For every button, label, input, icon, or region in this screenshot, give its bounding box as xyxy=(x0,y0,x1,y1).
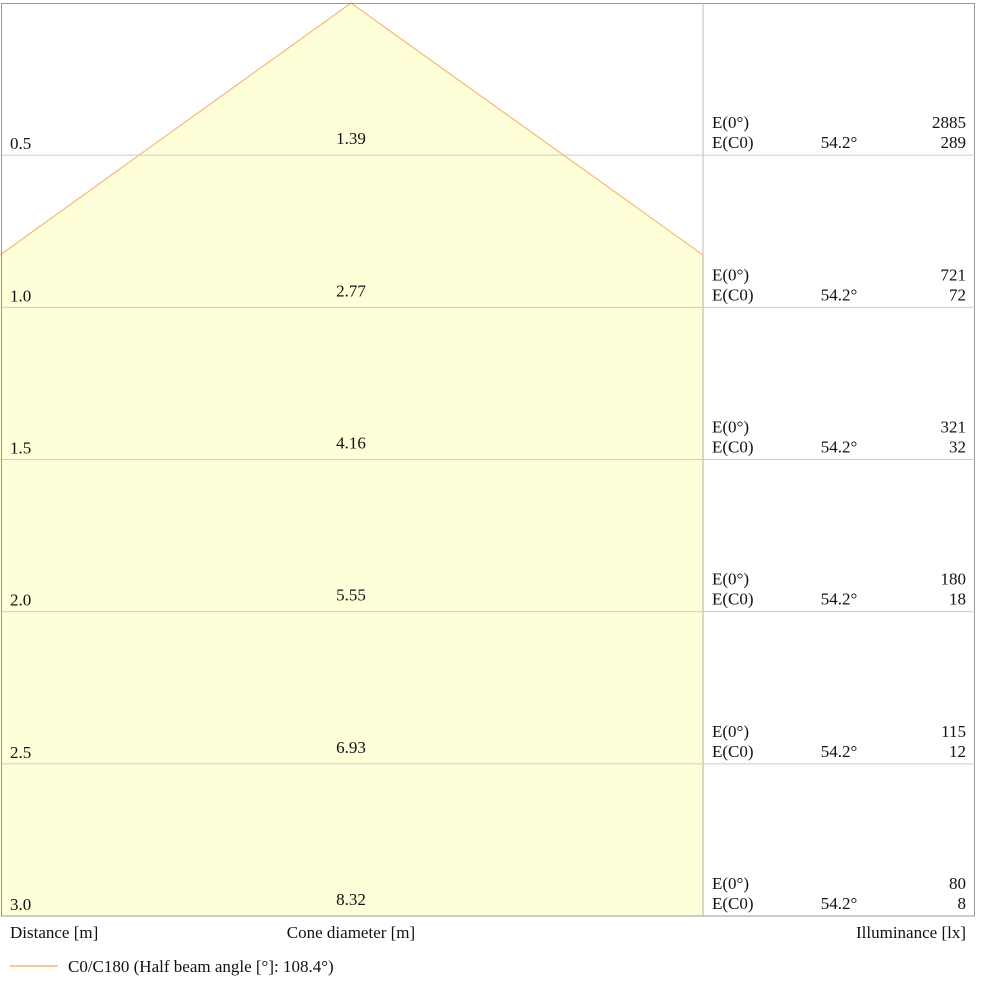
e0-label: E(0°) xyxy=(712,874,749,893)
cone-diameter: 1.39 xyxy=(336,129,366,148)
distance: 1.0 xyxy=(10,286,31,305)
distance: 2.0 xyxy=(10,591,31,610)
e0-value: 321 xyxy=(941,418,967,437)
cone-diameter: 6.93 xyxy=(336,738,366,757)
e0-value: 80 xyxy=(949,874,966,893)
diameter-label: Cone diameter [m] xyxy=(287,923,415,942)
distance: 1.5 xyxy=(10,439,31,458)
distance: 0.5 xyxy=(10,134,31,153)
e0-value: 180 xyxy=(941,570,967,589)
ec0-label: E(C0) xyxy=(712,438,754,457)
ec0-label: E(C0) xyxy=(712,590,754,609)
ec0-label: E(C0) xyxy=(712,133,754,152)
ec0-value: 289 xyxy=(941,133,967,152)
ec0-value: 12 xyxy=(949,742,966,761)
distance: 3.0 xyxy=(10,895,31,914)
ec0-label: E(C0) xyxy=(712,285,754,304)
angle: 54.2° xyxy=(821,285,858,304)
angle: 54.2° xyxy=(821,133,858,152)
cone-diameter: 4.16 xyxy=(336,434,366,453)
e0-value: 721 xyxy=(941,265,967,284)
legend-label: C0/C180 (Half beam angle [°]: 108.4°) xyxy=(68,957,334,976)
ec0-value: 18 xyxy=(949,590,966,609)
illuminance-label: Illuminance [lx] xyxy=(856,923,966,942)
ec0-value: 72 xyxy=(949,285,966,304)
cone-diameter: 2.77 xyxy=(336,281,366,300)
e0-label: E(0°) xyxy=(712,570,749,589)
ec0-value: 8 xyxy=(958,894,967,913)
e0-label: E(0°) xyxy=(712,113,749,132)
e0-label: E(0°) xyxy=(712,418,749,437)
angle: 54.2° xyxy=(821,894,858,913)
e0-value: 115 xyxy=(941,722,966,741)
e0-value: 2885 xyxy=(932,113,966,132)
cone-diameter: 8.32 xyxy=(336,890,366,909)
ec0-label: E(C0) xyxy=(712,742,754,761)
e0-label: E(0°) xyxy=(712,722,749,741)
angle: 54.2° xyxy=(821,590,858,609)
angle: 54.2° xyxy=(821,742,858,761)
ec0-label: E(C0) xyxy=(712,894,754,913)
distance-label: Distance [m] xyxy=(10,923,98,942)
ec0-value: 32 xyxy=(949,438,966,457)
cone-diameter: 5.55 xyxy=(336,586,366,605)
distance: 2.5 xyxy=(10,743,31,762)
e0-label: E(0°) xyxy=(712,265,749,284)
angle: 54.2° xyxy=(821,438,858,457)
